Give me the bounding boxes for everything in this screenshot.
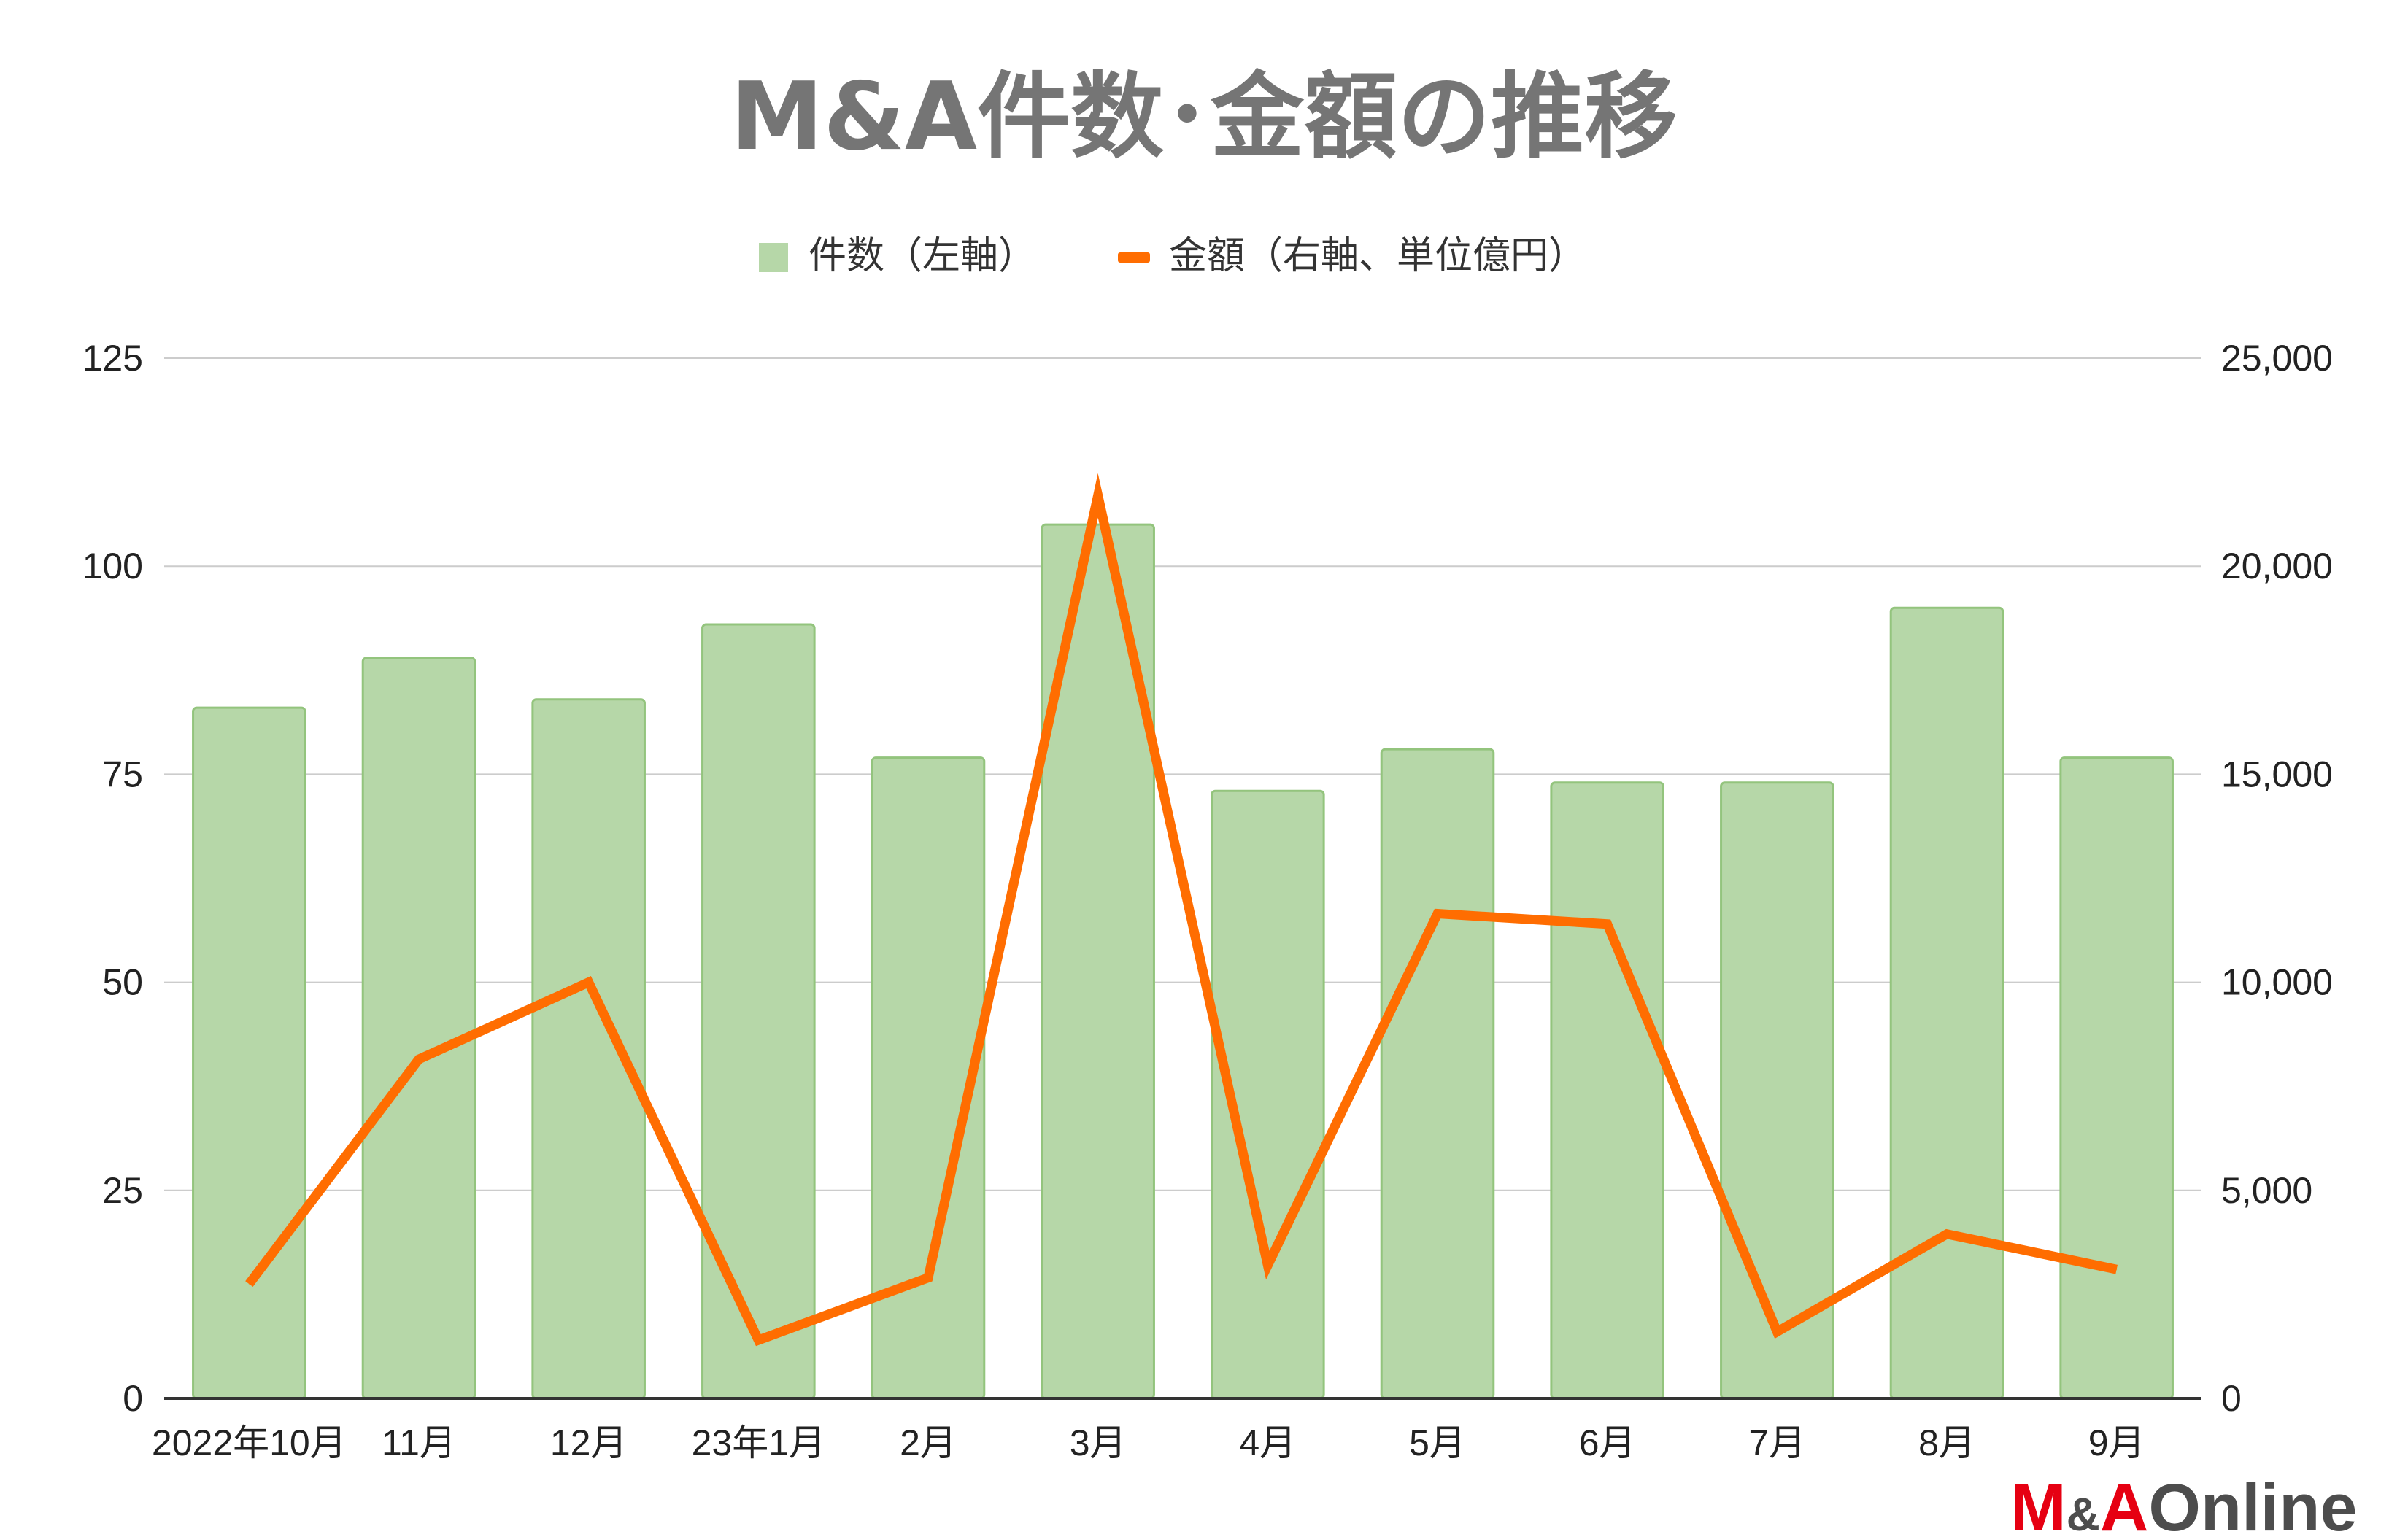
gridlines [164, 357, 2201, 1191]
x-tick-label: 23年1月 [692, 1422, 825, 1463]
x-tick-label: 3月 [1070, 1422, 1127, 1463]
amount-point [1776, 1331, 1778, 1333]
legend: 件数（左軸） 金額（右軸、単位億円） [759, 234, 1586, 278]
x-tick-label: 12月 [550, 1422, 628, 1463]
x-tick-label: 4月 [1239, 1422, 1296, 1463]
amount-point [1267, 1264, 1268, 1266]
bar [531, 698, 646, 1400]
svg-text:M&AOnline: M&AOnline [2010, 1471, 2358, 1537]
left-axis-ticks: 0 25 50 75 100 125 [82, 338, 143, 1419]
right-tick-label: 25,000 [2221, 338, 2333, 379]
amount-point [1097, 495, 1099, 496]
left-tick-label: 50 [102, 962, 143, 1003]
left-tick-label: 0 [123, 1378, 143, 1419]
amount-point [757, 1339, 759, 1341]
bar [2059, 756, 2174, 1400]
legend-swatch-amount [1118, 252, 1150, 263]
legend-label-amount: 金額（右軸、単位億円） [1169, 234, 1586, 278]
amount-line [245, 473, 2118, 1347]
left-tick-label: 25 [102, 1170, 143, 1211]
bar [701, 623, 816, 1400]
x-tick-label: 7月 [1748, 1422, 1805, 1463]
bar [361, 657, 476, 1400]
right-axis-ticks: 0 5,000 10,000 15,000 20,000 25,000 [2221, 338, 2333, 1419]
x-tick-label: 8月 [1918, 1422, 1975, 1463]
chart-title: M&A件数･金額の推移 [730, 63, 1678, 171]
right-tick-label: 0 [2221, 1378, 2242, 1419]
line-series-amount [245, 473, 2118, 1347]
bar-series-count [192, 523, 2174, 1400]
x-axis-ticks: 2022年10月 11月 12月 23年1月 2月 3月 4月 5月 6月 7月 8月 9月 [152, 1422, 2145, 1463]
amount-point [2116, 1269, 2118, 1270]
left-tick-label: 75 [102, 754, 143, 794]
brand-logo: M&AOnline [2010, 1471, 2358, 1537]
right-tick-label: 5,000 [2221, 1170, 2312, 1211]
bar [192, 706, 306, 1400]
bar [1550, 781, 1664, 1400]
x-tick-label: 5月 [1409, 1422, 1466, 1463]
logo-online: Online [2148, 1471, 2357, 1537]
bar [1889, 606, 2004, 1400]
x-tick-label: 6月 [1579, 1422, 1636, 1463]
x-tick-label: 9月 [2088, 1422, 2145, 1463]
amount-point [418, 1058, 420, 1060]
logo-a: A [2100, 1471, 2148, 1537]
x-tick-label: 2022年10月 [152, 1422, 347, 1463]
logo-m: M [2010, 1471, 2067, 1537]
right-tick-label: 10,000 [2221, 962, 2333, 1003]
left-tick-label: 125 [82, 338, 143, 379]
legend-swatch-count [759, 243, 788, 272]
right-tick-label: 20,000 [2221, 546, 2333, 586]
x-tick-label: 2月 [900, 1422, 957, 1463]
amount-point [588, 982, 590, 983]
legend-label-count: 件数（左軸） [809, 234, 1036, 278]
logo-ampersand: & [2067, 1488, 2100, 1537]
amount-point [248, 1283, 250, 1285]
bar [1380, 748, 1495, 1400]
amount-point [927, 1277, 929, 1279]
x-tick-label: 11月 [382, 1422, 456, 1463]
left-tick-label: 100 [82, 546, 143, 586]
right-tick-label: 15,000 [2221, 754, 2333, 794]
